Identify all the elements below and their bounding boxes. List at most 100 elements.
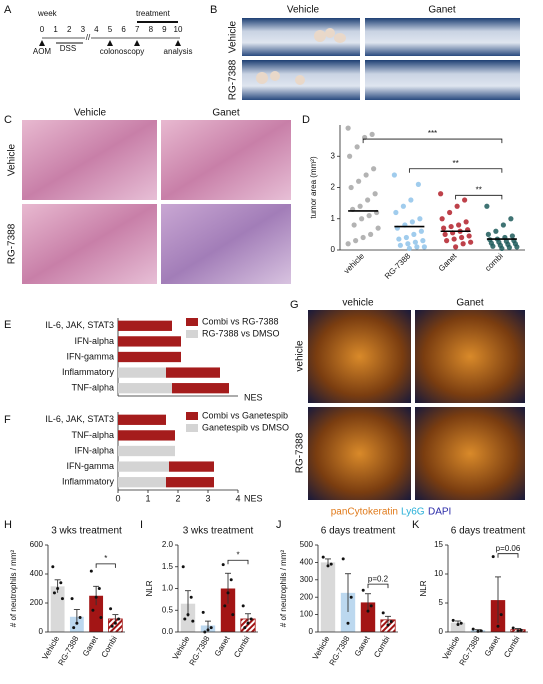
data-point xyxy=(462,197,468,203)
data-point xyxy=(463,219,469,225)
data-point xyxy=(499,613,503,617)
data-point xyxy=(59,581,63,585)
significance-bracket xyxy=(408,168,503,173)
data-point xyxy=(400,203,406,209)
panel-label: D xyxy=(302,114,310,126)
x-tick-label: RG-7388 xyxy=(383,251,413,281)
data-point xyxy=(75,621,79,625)
stain-label: panCytokeratin xyxy=(331,507,398,518)
data-point xyxy=(508,216,514,222)
data-point xyxy=(223,604,227,608)
image-column-label: Ganet xyxy=(212,108,239,119)
data-point xyxy=(366,213,372,219)
data-point xyxy=(60,597,64,601)
panel-label: A xyxy=(4,4,12,16)
legend-label: RG-7388 vs DMSO xyxy=(202,328,280,338)
arrow xyxy=(107,40,113,46)
legend-swatch xyxy=(186,412,198,420)
week-number: 9 xyxy=(162,25,167,34)
bar xyxy=(450,622,466,632)
data-point xyxy=(406,245,412,252)
bar xyxy=(166,477,214,488)
data-point xyxy=(249,617,253,621)
image-column-label: Vehicle xyxy=(74,108,107,119)
data-point xyxy=(51,565,55,569)
chart-title: 6 days treatment xyxy=(321,526,396,537)
data-point xyxy=(91,608,95,612)
legend-label: Ganetespib vs DMSO xyxy=(202,422,289,432)
panel-label: C xyxy=(4,114,12,126)
image xyxy=(415,310,525,403)
y-tick-label: 0.0 xyxy=(162,627,174,636)
data-point xyxy=(456,222,462,228)
y-tick-label: 0 xyxy=(331,245,336,254)
category-label: IFN-alpha xyxy=(74,445,114,455)
timeline: week treatment // AOM DSS colonoscopy an… xyxy=(33,9,193,56)
data-point xyxy=(243,626,247,630)
x-tick-label: Ganet xyxy=(353,634,372,658)
legend-swatch xyxy=(186,424,198,432)
image xyxy=(365,18,520,56)
data-point xyxy=(417,216,423,222)
data-point xyxy=(456,622,460,626)
image xyxy=(161,120,291,200)
bar xyxy=(118,383,172,394)
data-point xyxy=(117,617,121,621)
data-point xyxy=(454,203,460,209)
panel-label: B xyxy=(210,4,217,16)
data-point xyxy=(209,626,213,630)
x-tick-label: Ganet xyxy=(213,634,232,658)
data-point xyxy=(409,219,415,225)
arrow xyxy=(39,40,45,46)
significance-label: ** xyxy=(453,159,459,168)
category-label: IL-6, JAK, STAT3 xyxy=(45,320,114,330)
chart-title: 3 wks treatment xyxy=(183,526,254,537)
x-tick-label: combi xyxy=(483,251,505,273)
bar xyxy=(220,588,236,632)
x-tick-label: Combi xyxy=(232,634,251,659)
data-point xyxy=(56,587,60,590)
category-label: IFN-gamma xyxy=(66,351,114,361)
data-point xyxy=(201,610,205,614)
chart-title: 3 wks treatment xyxy=(51,526,122,537)
bar xyxy=(320,562,336,632)
data-point xyxy=(386,623,390,627)
legend-swatch xyxy=(186,318,198,326)
week-number: 10 xyxy=(174,25,183,34)
data-point xyxy=(349,595,353,599)
tumors xyxy=(256,28,346,85)
data-point xyxy=(490,243,496,249)
category-label: Inflammatory xyxy=(62,477,115,487)
data-point xyxy=(229,578,233,582)
data-point xyxy=(231,613,235,617)
data-point xyxy=(341,557,345,561)
y-tick-label: 0 xyxy=(39,627,44,636)
image-column-label: Vehicle xyxy=(287,5,320,16)
data-point xyxy=(94,595,98,599)
significance-label: p=0.2 xyxy=(368,574,389,583)
data-point xyxy=(500,222,506,228)
data-point xyxy=(359,216,365,222)
x-tick-label: 1 xyxy=(145,493,150,503)
significance-bracket xyxy=(227,559,249,565)
timeline-analysis: analysis xyxy=(164,47,193,56)
category-label: TNF-alpha xyxy=(71,383,114,393)
image-column-label: Ganet xyxy=(428,5,455,16)
x-tick-label: Vehicle xyxy=(40,634,61,661)
data-point xyxy=(391,172,397,178)
bar xyxy=(360,602,376,632)
data-point xyxy=(321,555,325,559)
timeline-colonoscopy: colonoscopy xyxy=(100,47,144,56)
data-point xyxy=(476,629,480,633)
arrow xyxy=(134,40,140,46)
y-tick-label: 400 xyxy=(300,558,314,567)
data-point xyxy=(471,627,475,631)
y-tick-label: 0 xyxy=(309,627,314,636)
category-label: IFN-alpha xyxy=(74,336,114,346)
significance-label: ** xyxy=(476,185,482,194)
data-point xyxy=(442,231,448,237)
data-point xyxy=(403,234,409,241)
image-row-label: Vehicle xyxy=(7,143,18,176)
data-point xyxy=(444,238,450,244)
